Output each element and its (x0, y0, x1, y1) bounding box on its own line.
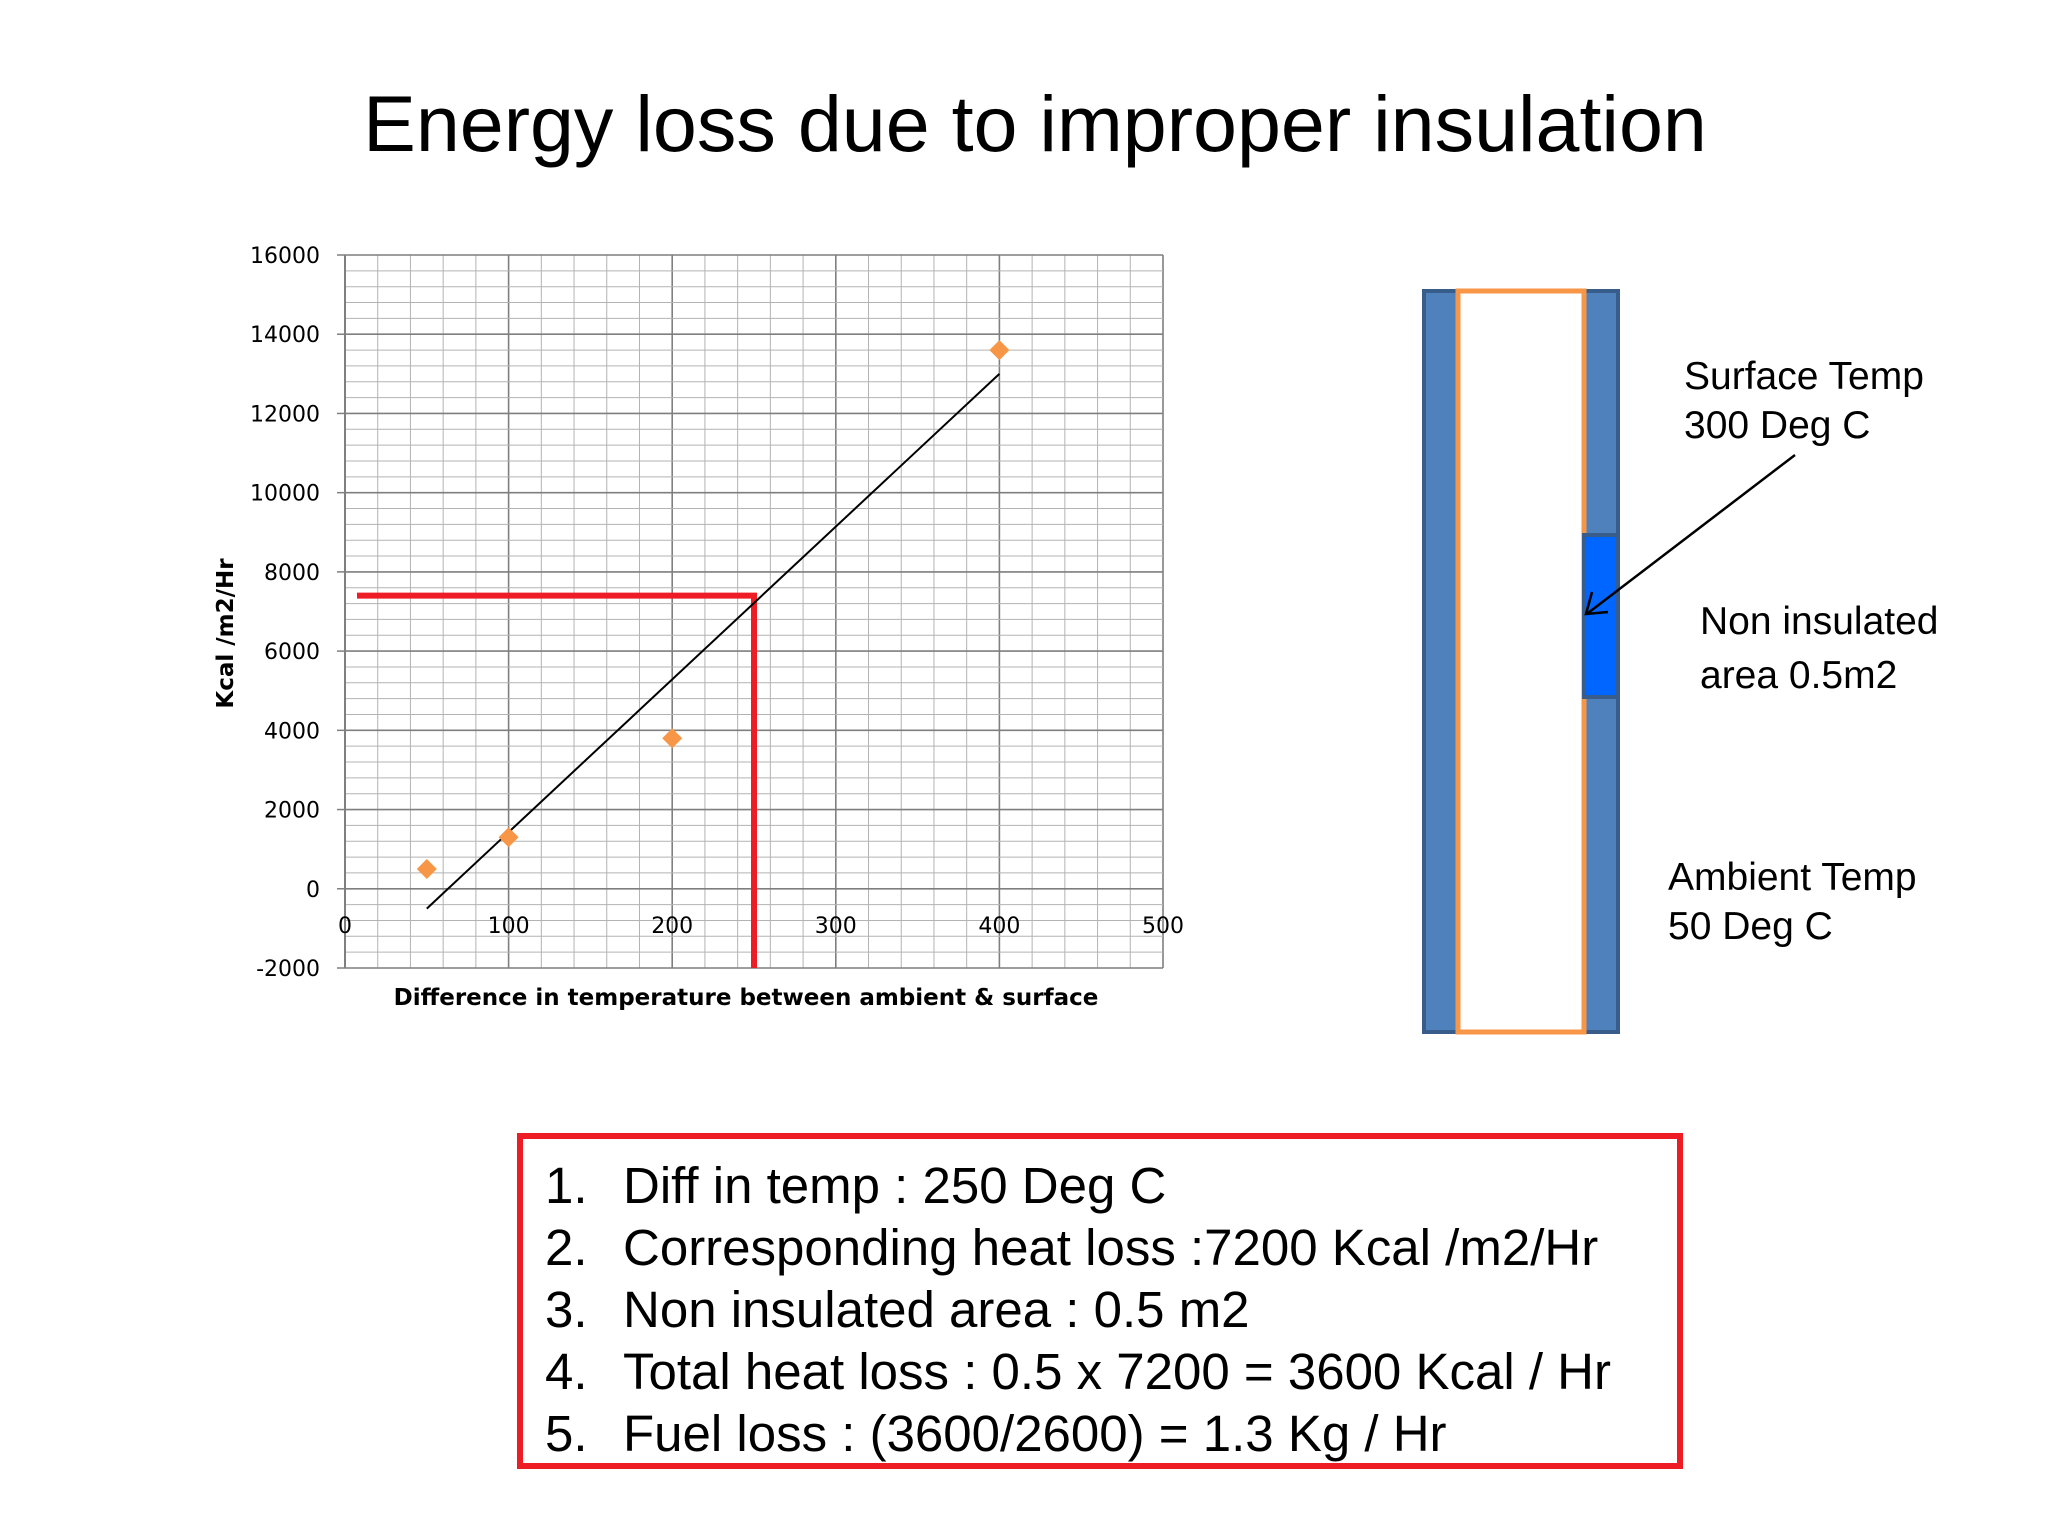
item-number: 5. (545, 1405, 588, 1462)
ambient-temp-line-1: Ambient Temp (1668, 856, 1917, 899)
non-insulated-patch (1582, 533, 1620, 699)
x-tick-label: 0 (338, 914, 352, 939)
y-tick-label: 16000 (250, 244, 320, 269)
non-insulated-label: Non insulated area 0.5m2 (1700, 595, 1939, 703)
non-insulated-line-2: area 0.5m2 (1700, 654, 1898, 697)
item-text: Total heat loss : 0.5 x 7200 = 3600 Kcal… (623, 1343, 1612, 1400)
y-tick-label: 6000 (264, 640, 320, 665)
summary-item: 4. Total heat loss : 0.5 x 7200 = 3600 Kc… (545, 1341, 1677, 1403)
data-point (416, 858, 437, 879)
y-tick-label: 2000 (264, 799, 320, 824)
chart-grid (344, 254, 1164, 969)
data-points (416, 340, 1010, 879)
summary-item: 2. Corresponding heat loss :7200 Kcal /m2… (545, 1217, 1677, 1279)
y-tick-label: 12000 (250, 402, 320, 427)
arrow-head (1584, 591, 1609, 616)
summary-item: 3. Non insulated area : 0.5 m2 (545, 1279, 1677, 1341)
pipe-body (1455, 288, 1587, 1035)
ambient-temp-label: Ambient Temp 50 Deg C (1668, 853, 1917, 951)
trendline (426, 373, 1001, 910)
y-axis-label: Kcal /m2/Hr (213, 558, 239, 709)
item-text: Fuel loss : (3600/2600) = 1.3 Kg / Hr (623, 1405, 1447, 1462)
y-tick-label: 14000 (250, 323, 320, 348)
item-number: 2. (545, 1219, 588, 1276)
pipe-diagram (1422, 288, 1796, 1035)
axis-ticks: -200002000400060008000100001200014000160… (250, 244, 1184, 982)
surface-temp-line-2: 300 Deg C (1684, 404, 1871, 447)
summary-item: 1. Diff in temp : 250 Deg C (545, 1155, 1677, 1217)
x-tick-label: 100 (488, 914, 530, 939)
summary-box: 1. Diff in temp : 250 Deg C 2. Correspondi… (517, 1133, 1683, 1469)
surface-temp-line-1: Surface Temp (1684, 355, 1924, 398)
x-tick-label: 400 (978, 914, 1020, 939)
x-tick-label: 500 (1142, 914, 1184, 939)
y-tick-label: 4000 (264, 719, 320, 744)
y-tick-label: 10000 (250, 482, 320, 507)
insulation-left (1422, 289, 1460, 1034)
summary-item: 5. Fuel loss : (3600/2600) = 1.3 Kg / Hr (545, 1403, 1677, 1465)
x-axis-label: Difference in temperature between ambien… (394, 985, 1099, 1011)
item-text: Non insulated area : 0.5 m2 (623, 1281, 1250, 1338)
surface-pointer-arrow (1587, 454, 1796, 614)
reading-guide-lines (357, 592, 757, 968)
reading-line (357, 592, 757, 968)
y-tick-label: -2000 (256, 957, 320, 982)
item-text: Corresponding heat loss :7200 Kcal /m2/H… (623, 1219, 1599, 1276)
non-insulated-line-1: Non insulated (1700, 600, 1939, 643)
x-tick-label: 200 (651, 914, 693, 939)
y-tick-label: 8000 (264, 561, 320, 586)
data-point (989, 340, 1010, 361)
x-tick-label: 300 (815, 914, 857, 939)
data-point (662, 728, 683, 749)
slide-title: Energy loss due to improper insulation (363, 79, 1707, 168)
item-number: 4. (545, 1343, 588, 1400)
ambient-temp-line-2: 50 Deg C (1668, 905, 1833, 948)
data-point (498, 827, 519, 848)
surface-temp-label: Surface Temp 300 Deg C (1684, 352, 1924, 450)
item-text: Diff in temp : 250 Deg C (623, 1157, 1167, 1214)
trendline-segment (426, 373, 1001, 910)
item-number: 1. (545, 1157, 588, 1214)
y-tick-label: 0 (306, 878, 320, 903)
item-number: 3. (545, 1281, 588, 1338)
summary-list: 1. Diff in temp : 250 Deg C 2. Correspondi… (545, 1155, 1677, 1465)
